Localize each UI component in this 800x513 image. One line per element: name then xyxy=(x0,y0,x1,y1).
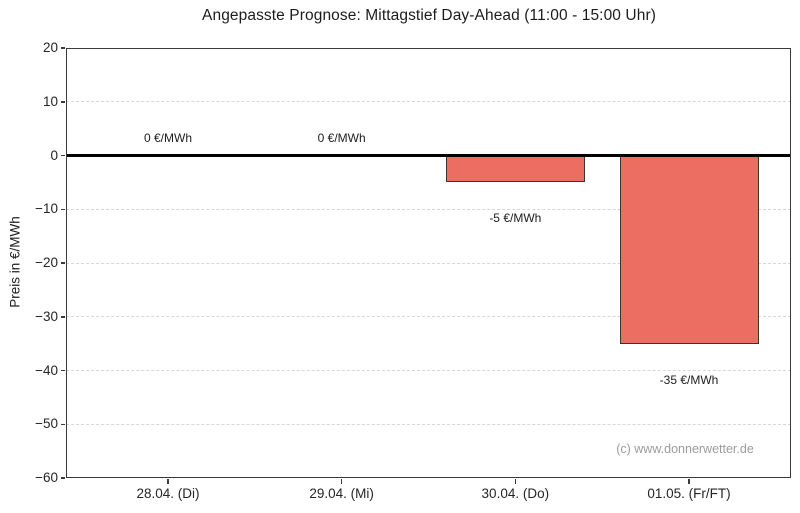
y-tick-label: −30 xyxy=(35,308,58,324)
gridline xyxy=(66,101,791,103)
chart-title: Angepasste Prognose: Mittagstief Day-Ahe… xyxy=(202,7,656,24)
x-tick xyxy=(340,479,343,484)
x-tick-label: 01.05. (Fr/FT) xyxy=(647,486,731,501)
zero-line xyxy=(66,154,791,157)
y-tick-label: 0 xyxy=(50,147,58,163)
bar-value-label: -35 €/MWh xyxy=(659,372,719,387)
y-tick-label: −40 xyxy=(35,362,58,378)
x-tick-label: 28.04. (Di) xyxy=(136,486,200,501)
gridline xyxy=(66,208,791,210)
y-tick xyxy=(60,262,65,264)
watermark: (c) www.donnerwetter.de xyxy=(616,442,754,456)
y-tick-label: −10 xyxy=(35,201,58,217)
y-tick xyxy=(60,316,65,318)
y-tick-label: −60 xyxy=(35,470,58,485)
y-tick-label: −20 xyxy=(35,255,58,270)
bar xyxy=(619,155,759,344)
x-tick xyxy=(688,479,690,484)
bar-value-label: 0 €/MWh xyxy=(317,130,366,145)
gridline xyxy=(66,316,791,318)
x-tick-label: 30.04. (Do) xyxy=(481,486,550,501)
y-tick-label: 20 xyxy=(42,40,58,55)
bar-value-label: -5 €/MWh xyxy=(489,211,542,226)
x-tick xyxy=(167,479,169,484)
bar xyxy=(445,155,585,183)
gridline xyxy=(66,370,791,371)
y-tick xyxy=(60,477,65,479)
y-tick xyxy=(60,423,65,425)
gridline xyxy=(66,423,791,425)
y-tick-label: 10 xyxy=(42,93,58,109)
gridline xyxy=(66,262,791,264)
y-tick xyxy=(60,154,65,157)
y-tick xyxy=(60,208,65,210)
y-tick xyxy=(60,101,65,103)
bar-value-label: 0 €/MWh xyxy=(143,130,192,145)
x-tick-label: 29.04. (Mi) xyxy=(309,486,374,501)
y-tick xyxy=(60,369,65,372)
y-tick xyxy=(60,47,65,49)
y-tick-label: −50 xyxy=(35,416,58,432)
x-tick xyxy=(514,479,517,484)
